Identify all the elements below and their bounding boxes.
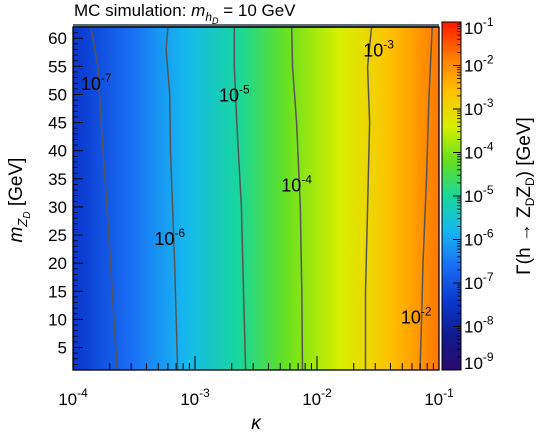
contour-lines — [90, 26, 433, 371]
x-tick-label: 10-4 — [58, 386, 88, 409]
contour-line-4 — [290, 26, 304, 371]
colorbar-tick-label: 10-2 — [464, 53, 494, 76]
y-tick-label: 10 — [48, 310, 67, 329]
y-tick-label: 50 — [48, 85, 67, 104]
y-axis-title: mZD [GeV] — [6, 158, 33, 243]
contour-label-6: 10-2 — [401, 305, 432, 328]
contour-line-6 — [419, 26, 433, 371]
y-tick-label: 5 — [58, 339, 67, 358]
contour-labels: 10-7 10-6 10-5 10-4 10-3 10-2 — [81, 37, 432, 327]
contour-label-5: 10-3 — [363, 37, 394, 60]
contour-label-2: 10-6 — [154, 226, 185, 249]
contour-line-2 — [165, 26, 179, 371]
plot-frame — [72, 26, 440, 371]
contour-line-1 — [90, 26, 118, 371]
plot-area — [73, 27, 439, 370]
chart-title: MC simulation: mhD = 10 GeV — [74, 1, 296, 26]
colorbar-tick-label: 10-6 — [464, 227, 494, 250]
x-tick-label: 10-2 — [302, 386, 332, 409]
y-axis: 5 10 15 20 25 30 35 40 45 50 55 60 — [48, 26, 83, 371]
y-tick-label: 45 — [48, 114, 67, 133]
contour-label-4: 10-4 — [281, 172, 312, 195]
y-tick-label: 15 — [48, 282, 67, 301]
colorbar-title: Γ(h → ZDZD) [GeV] — [514, 117, 537, 275]
contour-line-5 — [364, 26, 373, 370]
colorbar-tick-label: 10-7 — [464, 270, 494, 293]
colorbar-tick-label: 10-3 — [464, 96, 494, 119]
colorbar-axis: 10-9 10-8 10-7 10-6 10-5 10-4 10-3 10-2 10-1 — [453, 15, 494, 373]
plot-top-edge — [73, 24, 439, 28]
colorbar-tick-label: 10-1 — [464, 15, 494, 38]
x-tick-label: 10-1 — [424, 386, 454, 409]
y-tick-label: 20 — [48, 254, 67, 273]
y-tick-label: 35 — [48, 170, 67, 189]
y-tick-label: 25 — [48, 226, 67, 245]
y-tick-label: 60 — [48, 29, 67, 48]
y-tick-label: 30 — [48, 198, 67, 217]
colorbar-tick-label: 10-4 — [464, 140, 494, 163]
colorbar-tick-label: 10-9 — [464, 350, 494, 373]
colorbar-tick-label: 10-5 — [464, 183, 494, 206]
contour-line-3 — [233, 27, 247, 371]
x-tick-label: 10-3 — [180, 386, 210, 409]
contour-label-1: 10-7 — [81, 71, 112, 94]
x-axis-title: κ — [251, 413, 262, 434]
y-tick-label: 40 — [48, 142, 67, 161]
contour-label-3: 10-5 — [219, 82, 250, 105]
x-axis: 10-4 10-3 10-2 10-1 — [58, 356, 454, 409]
y-tick-label: 55 — [48, 57, 67, 76]
colorbar-tick-label: 10-8 — [464, 314, 494, 337]
